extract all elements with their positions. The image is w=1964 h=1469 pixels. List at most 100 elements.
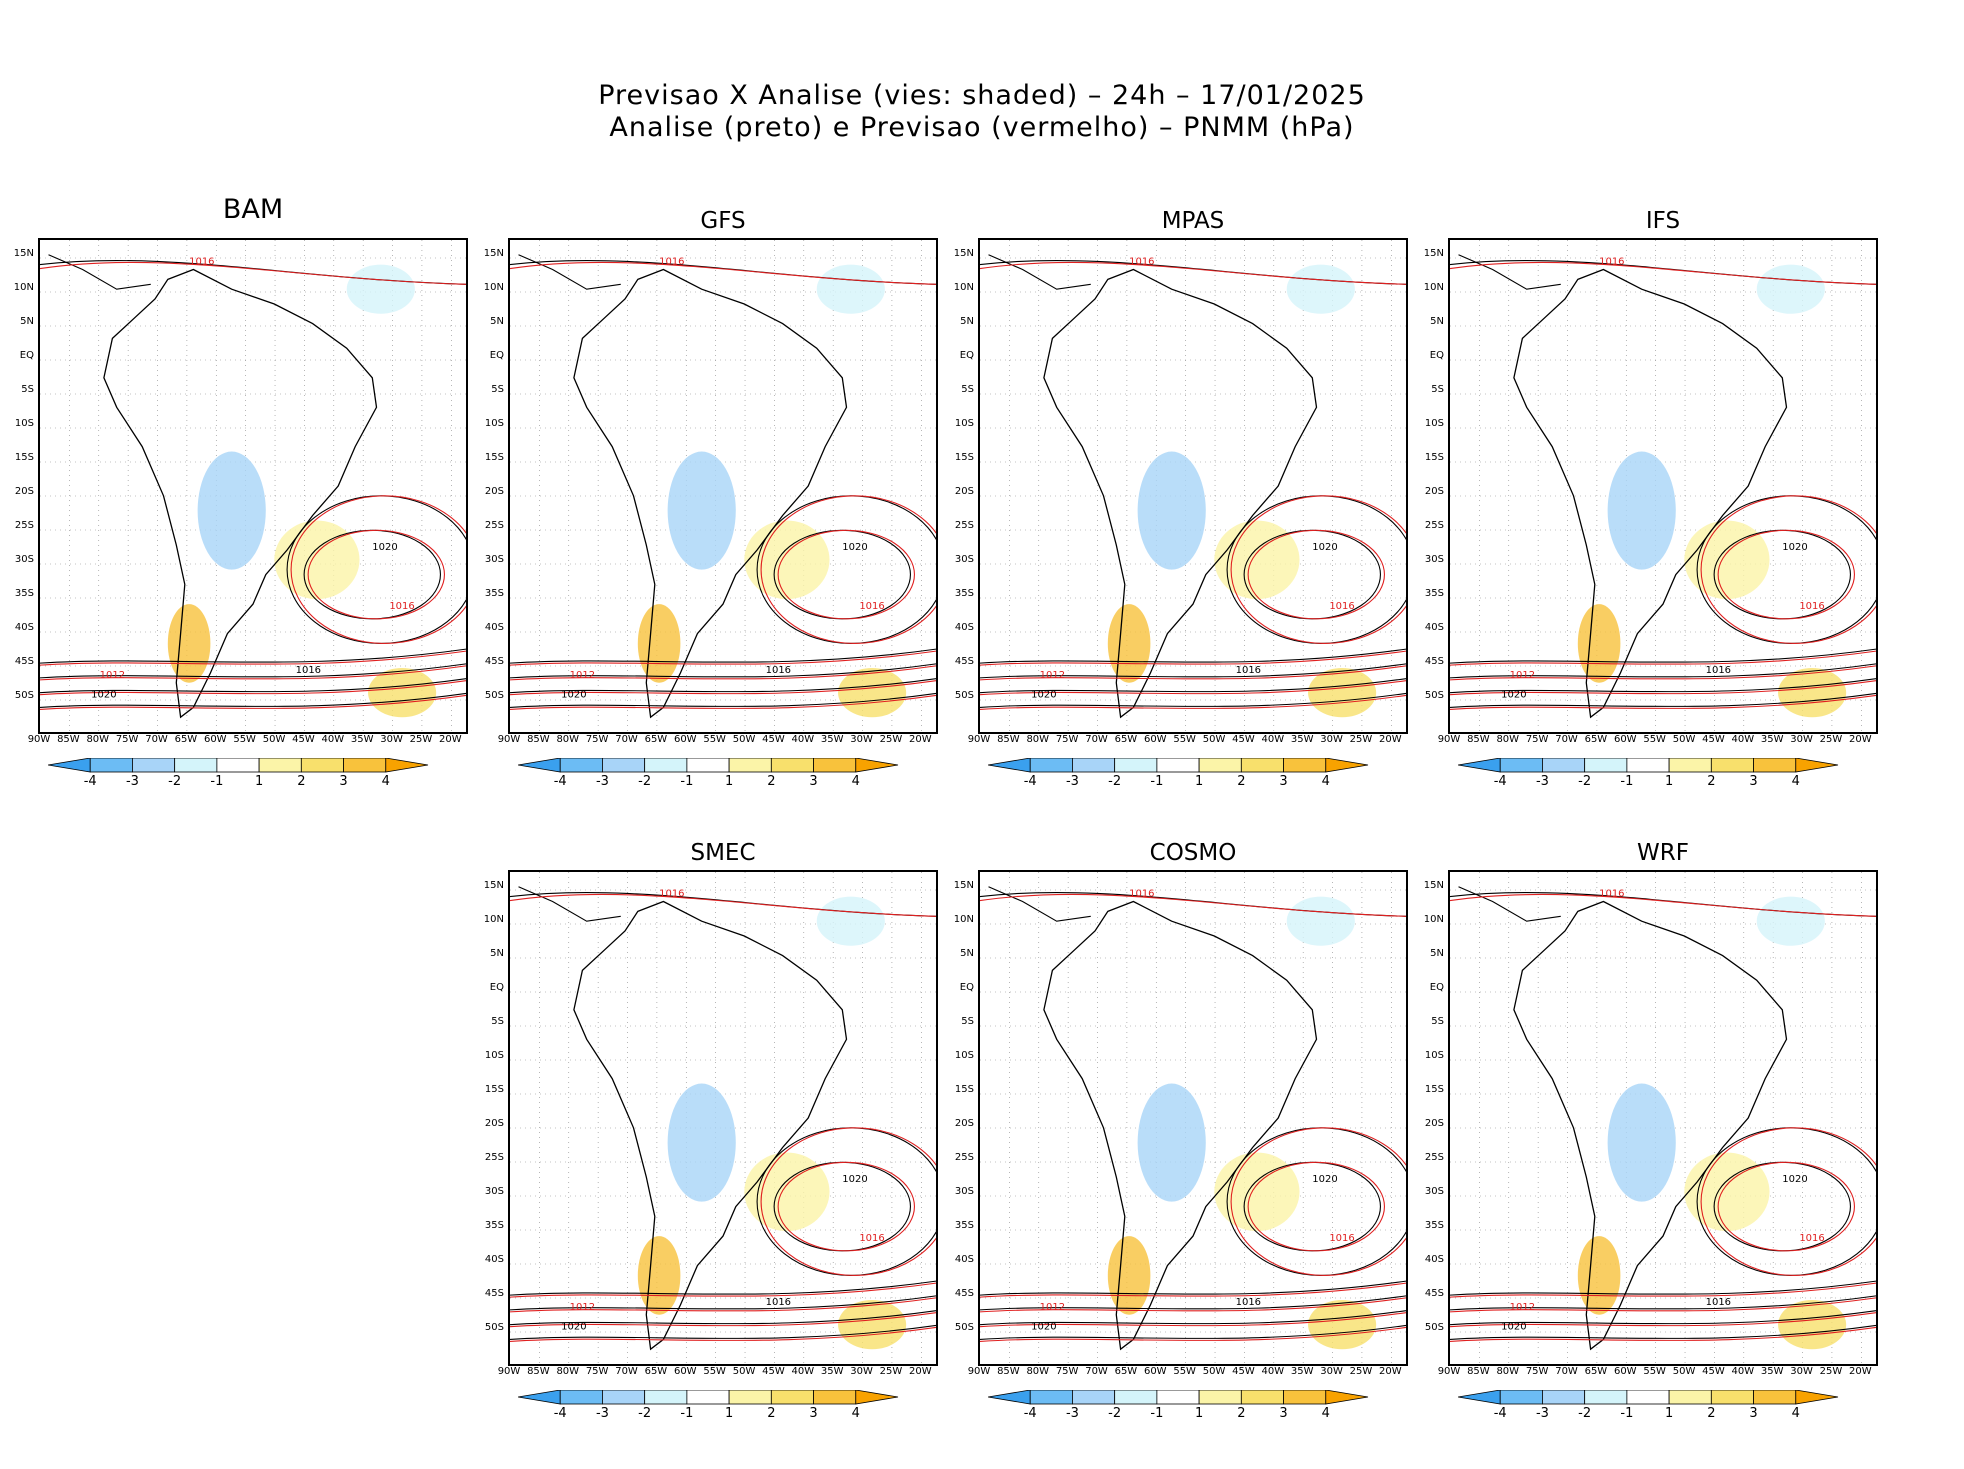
colorbar-label: 2 bbox=[1707, 774, 1716, 789]
isobar-north bbox=[510, 893, 936, 917]
colorbar-swatch bbox=[728, 758, 772, 773]
lat-label: 45S bbox=[954, 1288, 974, 1299]
colorbar-swatch bbox=[1156, 758, 1200, 773]
lat-label: 40S bbox=[954, 1254, 974, 1265]
lat-label: 10S bbox=[484, 418, 504, 429]
colorbar bbox=[1458, 1390, 1839, 1405]
bias-shading bbox=[1756, 896, 1825, 946]
colorbar-swatch bbox=[1198, 1390, 1242, 1405]
lat-label: 20S bbox=[484, 1118, 504, 1129]
lat-label: 20S bbox=[1424, 1118, 1444, 1129]
colorbar-label: -4 bbox=[553, 774, 567, 789]
colorbar-swatch bbox=[813, 758, 857, 773]
colorbar-swatch bbox=[1458, 758, 1501, 773]
coastline-central-america bbox=[1458, 886, 1561, 922]
lat-label: 45S bbox=[1424, 656, 1444, 667]
lat-label: 10S bbox=[954, 418, 974, 429]
colorbar-swatch bbox=[686, 758, 730, 773]
lon-label: 80W bbox=[1496, 1366, 1520, 1377]
colorbar-label: -2 bbox=[168, 774, 182, 789]
colorbar-swatch bbox=[855, 758, 899, 773]
lon-label: 30W bbox=[380, 734, 403, 745]
bias-shading bbox=[744, 520, 830, 600]
lat-label: 5S bbox=[961, 1016, 974, 1027]
colorbar-label: -1 bbox=[1620, 1406, 1634, 1421]
colorbar-label: -1 bbox=[210, 774, 224, 789]
lon-label: 40W bbox=[1731, 1366, 1755, 1377]
panel-title: SMEC bbox=[690, 840, 756, 866]
colorbar-label: -1 bbox=[1150, 1406, 1164, 1421]
bias-shading bbox=[816, 264, 885, 314]
isobar-southern bbox=[510, 1280, 936, 1296]
lat-label: 30S bbox=[954, 1186, 974, 1197]
coastline bbox=[573, 268, 848, 719]
bias-shading bbox=[1137, 1083, 1206, 1202]
isobar-high-outer bbox=[1700, 1127, 1876, 1276]
contour-label: 1016 bbox=[1599, 257, 1624, 268]
colorbar-label: -3 bbox=[1065, 1406, 1079, 1421]
colorbar-swatch bbox=[770, 758, 814, 773]
bias-shading bbox=[1577, 604, 1621, 683]
lat-label: 40S bbox=[1424, 622, 1444, 633]
bias-shading bbox=[1286, 264, 1355, 314]
colorbar-swatch bbox=[728, 1390, 772, 1405]
lon-label: 55W bbox=[1643, 1366, 1666, 1377]
lat-label: 45S bbox=[1424, 1288, 1444, 1299]
bias-shading bbox=[368, 668, 437, 718]
lon-label: 65W bbox=[1114, 1366, 1138, 1377]
panel-smec: SMEC 1020 1012 1020 1016 1016 1016 15N 10N 5N EQ 5S… bbox=[484, 822, 938, 1469]
bias-shading bbox=[197, 451, 266, 570]
colorbar-swatch bbox=[1795, 1390, 1839, 1405]
figure-title-line2: Analise (preto) e Previsao (vermelho) – … bbox=[609, 112, 1355, 143]
isobar-southern bbox=[510, 650, 936, 666]
colorbar bbox=[988, 1390, 1369, 1405]
colorbar-label: 1 bbox=[1194, 1406, 1204, 1421]
colorbar-swatch bbox=[1325, 1390, 1369, 1405]
contour-label: 1012 bbox=[100, 670, 125, 681]
bias-shading bbox=[1286, 896, 1355, 946]
colorbar-label: 2 bbox=[297, 774, 306, 789]
lat-label: 45S bbox=[14, 656, 34, 667]
lon-label: 90W bbox=[497, 734, 521, 745]
lat-label: 45S bbox=[484, 1288, 504, 1299]
colorbar-swatch bbox=[1626, 1390, 1670, 1405]
lon-label: 40W bbox=[791, 734, 815, 745]
contour-label: 1020 bbox=[1312, 1174, 1337, 1185]
lat-label: 30S bbox=[484, 554, 504, 565]
lon-label: 75W bbox=[1525, 734, 1549, 745]
contour-label: 1016 bbox=[1706, 1297, 1731, 1308]
bias-shading bbox=[1684, 1152, 1770, 1232]
lat-label: 5S bbox=[21, 384, 34, 395]
panel-bam: BAM 1020 1012 1020 1016 1016 1016 15N 10N 5N EQ 5S 1… bbox=[14, 190, 468, 837]
lon-label: 35W bbox=[1290, 734, 1314, 745]
lon-label: 40W bbox=[791, 1366, 815, 1377]
isobar-high bbox=[1717, 1161, 1855, 1252]
contour-label: 1012 bbox=[1510, 670, 1535, 681]
lat-label: 20S bbox=[484, 486, 504, 497]
contour-label: 1016 bbox=[1129, 889, 1154, 900]
lat-label: 20S bbox=[954, 1118, 974, 1129]
lon-label: 85W bbox=[1467, 1366, 1490, 1377]
coastline bbox=[573, 900, 848, 1351]
lat-label: 10S bbox=[1424, 418, 1444, 429]
map-canvas: 1020 1012 1020 1016 1016 1016 bbox=[1450, 872, 1876, 1364]
lon-label: 20W bbox=[1378, 734, 1402, 745]
lat-label: 5N bbox=[490, 948, 504, 959]
isobar-southern bbox=[40, 678, 466, 694]
contour-label: 1016 bbox=[659, 257, 684, 268]
lon-label: 55W bbox=[703, 1366, 726, 1377]
colorbar-label: 4 bbox=[851, 1406, 860, 1421]
map-frame: 1020 1012 1020 1016 1016 1016 bbox=[508, 870, 938, 1366]
colorbar-swatch bbox=[48, 758, 91, 773]
contour-label: 1016 bbox=[1599, 889, 1624, 900]
isobar-southern bbox=[1450, 678, 1876, 694]
lon-label: 80W bbox=[86, 734, 110, 745]
panel-mpas: MPAS 1020 1012 1020 1016 1016 1016 15N 10N 5N EQ 5S… bbox=[954, 190, 1408, 837]
lat-label: 5N bbox=[960, 316, 974, 327]
lat-label: 5N bbox=[1430, 316, 1444, 327]
isobar-high-outer bbox=[290, 495, 466, 644]
colorbar-label: 1 bbox=[1194, 774, 1204, 789]
colorbar-label: -4 bbox=[553, 1406, 567, 1421]
contour-label: 1020 bbox=[1782, 1174, 1807, 1185]
isobar-southern bbox=[510, 1295, 936, 1311]
